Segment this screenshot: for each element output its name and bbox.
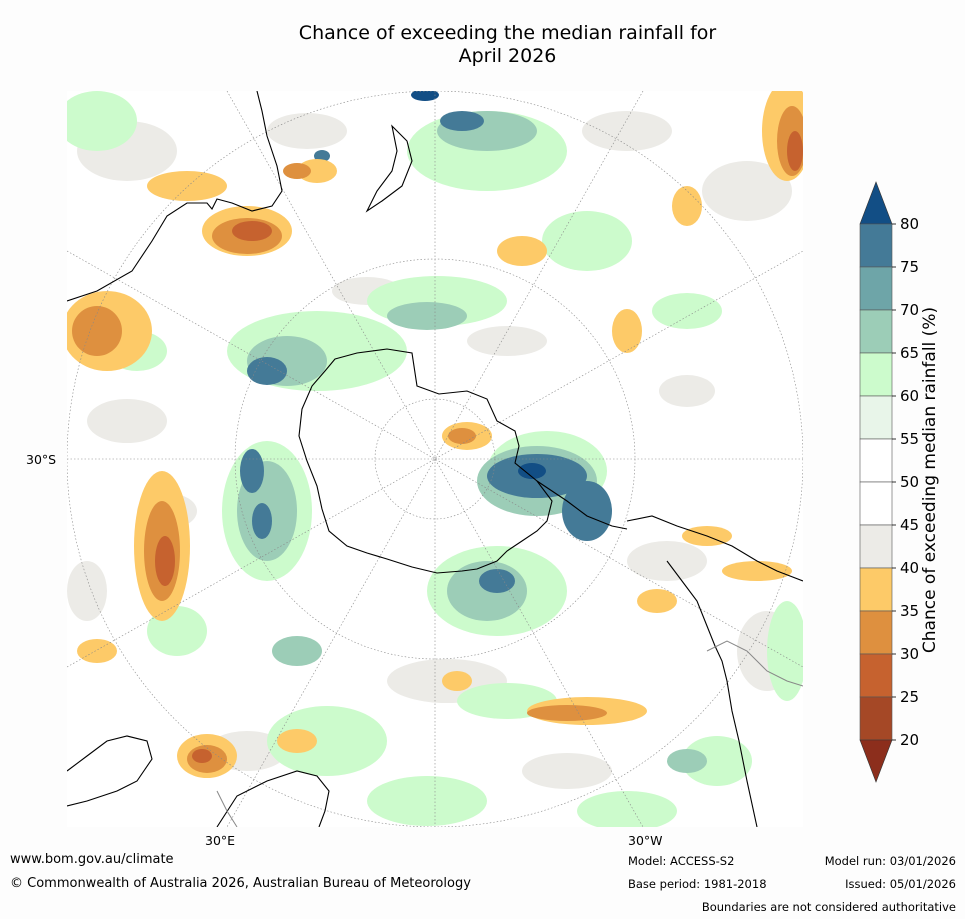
colorbar-swatch (859, 395, 893, 440)
colorbar-tick-label: 35 (900, 602, 919, 620)
colorbar-swatch (859, 567, 893, 612)
colorbar-arrow-bottom (859, 739, 893, 783)
footer-issued: Issued: 05/01/2026 (845, 877, 956, 891)
australia-coastline (67, 91, 283, 302)
country-boundaries (216, 640, 803, 827)
graticule-lines (67, 91, 803, 827)
colorbar-swatch (859, 223, 893, 268)
colorbar-swatch (859, 524, 893, 569)
colorbar-tick-label: 45 (900, 516, 919, 534)
colorbar-arrow-top (859, 181, 893, 225)
africa-coastline (67, 735, 330, 827)
footer-copyright: © Commonwealth of Australia 2026, Austra… (10, 876, 471, 891)
footer-base-period: Base period: 1981-2018 (628, 877, 767, 891)
colorbar-swatch (859, 696, 893, 741)
colorbar-tick-label: 25 (900, 688, 919, 706)
footer-model: Model: ACCESS-S2 (628, 854, 735, 868)
colorbar-title: Chance of exceeding median rainfall (%) (920, 306, 940, 654)
latitude-label-30s: 30°S (26, 452, 57, 467)
rainfall-outlook-map (67, 91, 803, 827)
footer-website: www.bom.gov.au/climate (10, 852, 174, 867)
colorbar-swatch (859, 352, 893, 397)
coastlines (67, 91, 803, 827)
colorbar-tick-label: 75 (900, 258, 919, 276)
colorbar-swatch (859, 610, 893, 655)
colorbar-swatch (859, 653, 893, 698)
south-america-coastline (626, 515, 803, 827)
colorbar-tick-label: 50 (900, 473, 919, 491)
antarctic-peninsula-coastline (536, 480, 628, 530)
colorbar-swatch (859, 438, 893, 483)
antarctica-coastline (298, 348, 553, 574)
colorbar-tick-label: 30 (900, 645, 919, 663)
colorbar-tick-label: 65 (900, 344, 919, 362)
longitude-label-30e: 30°E (205, 833, 236, 848)
new-zealand-coastline (365, 124, 413, 213)
colorbar-tick-label: 55 (900, 430, 919, 448)
colorbar-tick-label: 20 (900, 731, 919, 749)
longitude-label-30w: 30°W (628, 833, 663, 848)
colorbar: 80 75 70 65 60 55 50 45 40 35 30 25 20 (859, 181, 919, 783)
map-title-line1: Chance of exceeding the median rainfall … (298, 22, 717, 44)
colorbar-swatch (859, 481, 893, 526)
colorbar-tick-label: 60 (900, 387, 919, 405)
map-title: Chance of exceeding the median rainfall … (230, 22, 785, 68)
colorbar-swatch (859, 266, 893, 311)
colorbar-swatch (859, 309, 893, 354)
colorbar-tick-label: 40 (900, 559, 919, 577)
colorbar-tick-label: 80 (900, 215, 919, 233)
map-title-line2: April 2026 (458, 45, 557, 67)
footer-model-run: Model run: 03/01/2026 (824, 854, 956, 868)
colorbar-tick-label: 70 (900, 301, 919, 319)
footer-disclaimer: Boundaries are not considered authoritat… (701, 900, 956, 914)
